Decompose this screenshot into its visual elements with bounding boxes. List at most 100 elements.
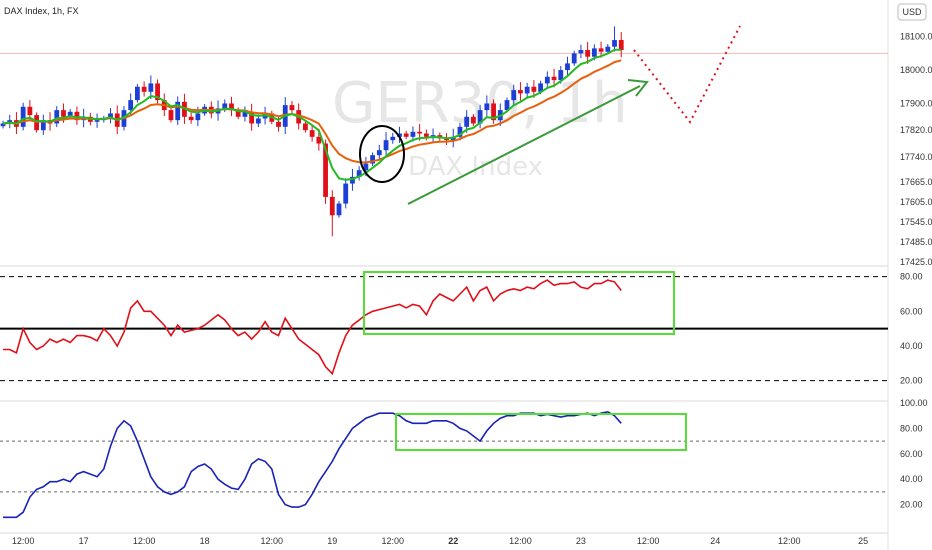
- time-tick-label: 25: [858, 536, 868, 546]
- candle-body: [477, 110, 483, 124]
- candle-body: [618, 40, 624, 51]
- candle-body: [376, 150, 382, 156]
- candle-body: [27, 106, 33, 116]
- price-tick-label: 17605.00: [900, 197, 932, 207]
- candle-body: [390, 136, 396, 141]
- time-tick-label: 12:00: [637, 536, 660, 546]
- candle-body: [242, 111, 248, 117]
- candle-body: [464, 116, 470, 127]
- stoch-tick-label: 20.00: [900, 500, 923, 510]
- rsi-tick-label: 20.00: [900, 376, 923, 386]
- currency-badge[interactable]: [897, 3, 927, 21]
- candle-body: [565, 63, 570, 71]
- rsi-line: [3, 279, 622, 376]
- candle-body: [309, 130, 315, 137]
- currency-label: USD: [902, 7, 922, 17]
- time-tick-label: 22: [448, 536, 458, 546]
- candle-body: [524, 86, 530, 94]
- time-tick-label: 24: [710, 536, 720, 546]
- candle-body: [94, 120, 100, 122]
- candle-body: [430, 135, 436, 137]
- price-tick-label: 17425.00: [900, 257, 932, 267]
- candle-body: [551, 76, 557, 81]
- stoch-tick-label: 80.00: [900, 423, 923, 433]
- candle-body: [336, 203, 342, 216]
- time-tick-label: 23: [576, 536, 586, 546]
- candle-body: [410, 131, 416, 137]
- candle-body: [141, 86, 147, 92]
- candle-body: [471, 116, 476, 124]
- candle-body: [235, 110, 241, 117]
- candle-body: [20, 106, 26, 127]
- stoch-tick-label: 60.00: [900, 449, 923, 459]
- candle-body: [255, 118, 261, 124]
- rsi-highlight-box: [363, 271, 675, 335]
- candle-body: [511, 90, 517, 101]
- candle-body: [585, 50, 591, 57]
- candle-body: [168, 110, 174, 121]
- price-tick-label: 17485.00: [900, 237, 932, 247]
- candle-body: [229, 103, 234, 111]
- candle-body: [538, 83, 543, 92]
- candle-body: [558, 70, 564, 81]
- candle-body: [350, 176, 355, 184]
- candle-body: [316, 136, 322, 144]
- candle-body: [54, 110, 60, 124]
- price-tick-label: 17545.00: [900, 217, 932, 227]
- candle-body: [195, 113, 201, 121]
- stoch-tick-label: 40.00: [900, 474, 923, 484]
- candle-body: [591, 48, 597, 57]
- candle-body: [61, 110, 66, 117]
- highlight-circle: [359, 125, 405, 183]
- candle-body: [276, 121, 281, 127]
- candle-body: [518, 90, 523, 94]
- candle-body: [571, 53, 577, 64]
- candle-body: [612, 40, 617, 47]
- candle-body: [531, 86, 537, 92]
- price-tick-label: 17740.00: [900, 152, 932, 162]
- candle-body: [598, 48, 604, 52]
- price-tick-label: 17820.00: [900, 125, 932, 135]
- candle-body: [423, 133, 429, 137]
- candle-body: [356, 170, 362, 177]
- candle-body: [155, 83, 160, 101]
- stoch-tick-label: 100.00: [900, 398, 928, 408]
- candle-body: [383, 140, 389, 151]
- candle-body: [329, 196, 335, 216]
- candle-body: [135, 86, 140, 101]
- candle-body: [504, 100, 510, 111]
- rsi-tick-label: 80.00: [900, 272, 923, 282]
- ema-fast-line: [2, 48, 622, 181]
- candle-body: [188, 116, 194, 121]
- rsi-tick-label: 60.00: [900, 306, 923, 316]
- candle-body: [370, 155, 375, 164]
- time-tick-label: 12:00: [381, 536, 404, 546]
- grid-lines: [0, 0, 889, 550]
- trend-arrow-line: [407, 85, 641, 205]
- candle-body: [148, 83, 154, 92]
- time-tick-label: 12:00: [261, 536, 284, 546]
- candle-body: [74, 111, 80, 121]
- time-tick-label: 12:00: [509, 536, 532, 546]
- candle-body: [544, 76, 550, 84]
- candle-body: [605, 46, 611, 52]
- time-tick-label: 12:00: [12, 536, 35, 546]
- rsi-tick-label: 40.00: [900, 341, 923, 351]
- time-tick-label: 18: [200, 536, 210, 546]
- time-tick-label: 12:00: [778, 536, 801, 546]
- price-tick-label: 17900.00: [900, 98, 932, 108]
- stoch-highlight-box: [395, 413, 687, 451]
- candle-body: [128, 100, 134, 111]
- candle-body: [222, 103, 228, 109]
- candle-body: [303, 123, 308, 131]
- price-tick-label: 18100.00: [900, 32, 932, 42]
- candle-body: [417, 131, 423, 134]
- candle-body: [0, 123, 6, 127]
- candle-body: [175, 101, 181, 121]
- projection-path: [633, 25, 741, 124]
- axis-labels: 18100.0018000.0017900.0017820.0017740.00…: [12, 32, 932, 546]
- candle-body: [484, 103, 490, 111]
- price-pane: [0, 26, 888, 237]
- annotations: [359, 25, 741, 451]
